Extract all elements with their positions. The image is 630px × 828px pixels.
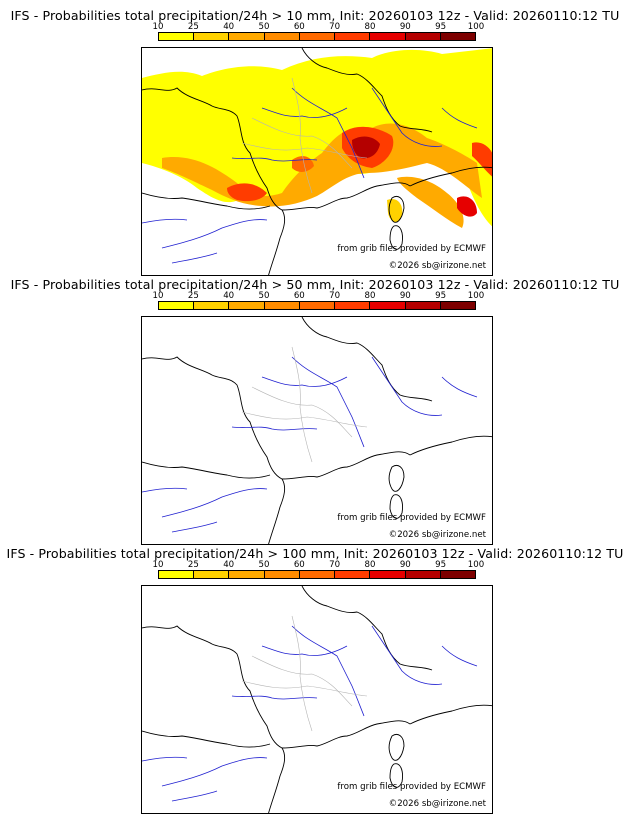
colorbar-bin xyxy=(440,571,475,578)
colorbar-tick-label: 95 xyxy=(435,560,447,570)
colorbar-bin xyxy=(229,302,265,309)
colorbar-tick-label: 70 xyxy=(329,22,341,32)
colorbar-tick-label: 100 xyxy=(467,560,485,570)
colorbar-bin xyxy=(405,33,441,40)
regions xyxy=(241,615,368,732)
colorbar-tick-label: 95 xyxy=(435,22,447,32)
colorbar-tick-label: 25 xyxy=(187,560,199,570)
colorbar-bin xyxy=(335,33,371,40)
colorbar-tick-label: 10 xyxy=(152,22,164,32)
coastlines xyxy=(142,48,492,275)
precipitation-map xyxy=(142,48,492,275)
colorbar-bin xyxy=(405,571,441,578)
colorbar-tick-label: 60 xyxy=(293,22,305,32)
colorbar-tick-label: 25 xyxy=(187,22,199,32)
colorbar-bin xyxy=(229,33,265,40)
colorbar-bin xyxy=(159,571,195,578)
map-50mm: from grib files provided by ECMWF ©2026 … xyxy=(141,316,493,545)
colorbar-labels: 10 25 40 50 60 70 80 90 95 100 xyxy=(153,22,485,32)
panel-10mm: IFS - Probabilities total precipitation/… xyxy=(0,8,630,276)
colorbar-bin xyxy=(194,33,230,40)
colorbar-tick-label: 95 xyxy=(435,291,447,301)
colorbar-bin xyxy=(370,571,406,578)
colorbar-tick-label: 60 xyxy=(293,291,305,301)
colorbar-bin xyxy=(264,33,300,40)
colorbar-bin xyxy=(440,302,475,309)
source-credit: from grib files provided by ECMWF xyxy=(337,244,486,254)
panel-50mm: IFS - Probabilities total precipitation/… xyxy=(0,277,630,545)
colorbar-bin xyxy=(440,33,475,40)
colorbar-labels: 10 25 40 50 60 70 80 90 95 100 xyxy=(153,560,485,570)
colorbar xyxy=(158,570,476,579)
source-credit: from grib files provided by ECMWF xyxy=(337,513,486,523)
colorbar-labels: 10 25 40 50 60 70 80 90 95 100 xyxy=(153,291,485,301)
colorbar-bin xyxy=(194,302,230,309)
colorbar-tick-label: 90 xyxy=(399,22,411,32)
colorbar-tick-label: 50 xyxy=(258,291,270,301)
panel-title: IFS - Probabilities total precipitation/… xyxy=(10,277,620,292)
colorbar-bin xyxy=(299,571,336,578)
colorbar-tick-label: 10 xyxy=(152,291,164,301)
source-credit: from grib files provided by ECMWF xyxy=(337,782,486,792)
rivers xyxy=(142,356,478,533)
regions xyxy=(241,346,368,463)
precipitation-map xyxy=(142,586,492,813)
colorbar-tick-label: 70 xyxy=(329,291,341,301)
rivers xyxy=(142,87,478,264)
map-10mm: from grib files provided by ECMWF ©2026 … xyxy=(141,47,493,276)
colorbar-bin xyxy=(370,33,406,40)
colorbar-bin xyxy=(159,302,195,309)
colorbar xyxy=(158,32,476,41)
colorbar-tick-label: 10 xyxy=(152,560,164,570)
panel-100mm: IFS - Probabilities total precipitation/… xyxy=(0,546,630,814)
colorbar-tick-label: 70 xyxy=(329,560,341,570)
colorbar-tick-label: 50 xyxy=(258,22,270,32)
colorbar-tick-label: 60 xyxy=(293,560,305,570)
colorbar-tick-label: 80 xyxy=(364,22,376,32)
copyright-credit: ©2026 sb@irizone.net xyxy=(388,530,486,540)
colorbar-bin xyxy=(229,571,265,578)
colorbar-bin xyxy=(264,571,300,578)
panel-title: IFS - Probabilities total precipitation/… xyxy=(10,8,620,23)
colorbar-tick-label: 50 xyxy=(258,560,270,570)
colorbar-bin xyxy=(405,302,441,309)
colorbar-tick-label: 40 xyxy=(223,291,235,301)
coastlines xyxy=(142,586,492,813)
probability-field xyxy=(142,48,492,228)
colorbar xyxy=(158,301,476,310)
colorbar-bin xyxy=(335,571,371,578)
colorbar-tick-label: 25 xyxy=(187,291,199,301)
map-100mm: from grib files provided by ECMWF ©2026 … xyxy=(141,585,493,814)
colorbar-tick-label: 80 xyxy=(364,560,376,570)
colorbar-bin xyxy=(194,571,230,578)
colorbar-bin xyxy=(299,302,336,309)
colorbar-tick-label: 90 xyxy=(399,560,411,570)
panel-title: IFS - Probabilities total precipitation/… xyxy=(6,546,624,561)
colorbar-bin xyxy=(370,302,406,309)
copyright-credit: ©2026 sb@irizone.net xyxy=(388,261,486,271)
colorbar-bin xyxy=(335,302,371,309)
colorbar-tick-label: 100 xyxy=(467,22,485,32)
colorbar-tick-label: 90 xyxy=(399,291,411,301)
colorbar-tick-label: 100 xyxy=(467,291,485,301)
colorbar-bin xyxy=(159,33,195,40)
coastlines xyxy=(142,317,492,544)
colorbar-tick-label: 40 xyxy=(223,560,235,570)
rivers xyxy=(142,625,478,802)
copyright-credit: ©2026 sb@irizone.net xyxy=(388,799,486,809)
precipitation-map xyxy=(142,317,492,544)
colorbar-tick-label: 80 xyxy=(364,291,376,301)
colorbar-bin xyxy=(299,33,336,40)
regions xyxy=(241,77,368,194)
colorbar-tick-label: 40 xyxy=(223,22,235,32)
colorbar-bin xyxy=(264,302,300,309)
